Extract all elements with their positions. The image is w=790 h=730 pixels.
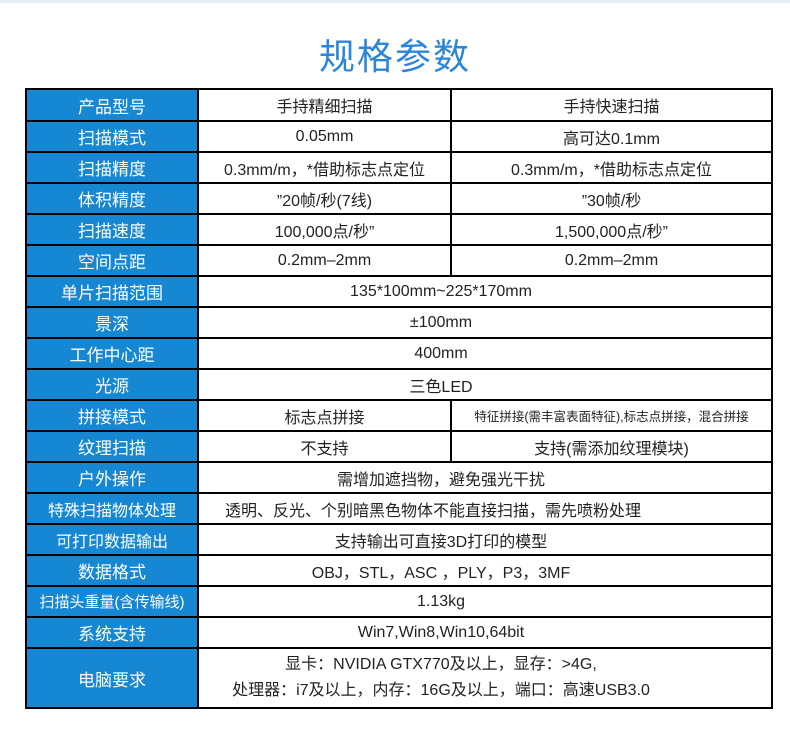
value-cell-span: OBJ，STL，ASC ，PLY，P3，3MF bbox=[311, 564, 571, 582]
table-row: 纹理扫描 不支持 支持(需添加纹理模块) bbox=[27, 432, 771, 463]
value-cell-fast-scan: 高可达0.1mm bbox=[563, 130, 660, 148]
table-row: 数据格式 OBJ，STL，ASC ，PLY，P3，3MF bbox=[27, 556, 771, 587]
value-cell-span: 支持输出可直接3D打印的模型 bbox=[334, 533, 548, 551]
row-label: 扫描模式 bbox=[27, 122, 199, 151]
row-label: 工作中心距 bbox=[27, 339, 199, 368]
row-label: 光源 bbox=[27, 370, 199, 399]
value-cell-fast-scan: 手持快速扫描 bbox=[563, 99, 660, 116]
value-cell-fast-scan: ”30帧/秒 bbox=[581, 192, 642, 210]
value-cell-span: 显卡：NVIDIA GTX770及以上，显存：>4G, 处理器：i7及以上，内存：… bbox=[199, 649, 771, 707]
table-row: 电脑要求 显卡：NVIDIA GTX770及以上，显存：>4G, 处理器：i7及以上… bbox=[27, 649, 771, 709]
row-label: 体积精度 bbox=[27, 184, 199, 213]
row-label: 扫描头重量(含传输线) bbox=[27, 587, 199, 616]
row-label: 拼接模式 bbox=[27, 401, 199, 430]
value-cell-fast-scan: 0.2mm–2mm bbox=[564, 251, 659, 269]
table-row: 体积精度 ”20帧/秒(7线) ”30帧/秒 bbox=[27, 184, 771, 215]
table-row: 单片扫描范围 135*100mm~225*170mm bbox=[27, 277, 771, 308]
value-cell-fast-scan: 0.3mm/m，*借助标志点定位 bbox=[511, 161, 712, 179]
table-row: 拼接模式 标志点拼接 特征拼接(需丰富表面特征),标志点拼接，混合拼接 bbox=[27, 401, 771, 432]
row-label: 户外操作 bbox=[27, 463, 199, 492]
row-label: 可打印数据输出 bbox=[27, 525, 199, 554]
row-label: 系统支持 bbox=[27, 618, 199, 647]
value-cell-fine-scan: 0.05mm bbox=[199, 122, 452, 151]
value-cell-fast-scan: 1,500,000点/秒” bbox=[555, 223, 668, 241]
row-label: 扫描速度 bbox=[27, 215, 199, 244]
spec-table: 产品型号 手持精细扫描 手持快速扫描 扫描模式 0.05mm 高可达0.1mm 扫描精度 0.… bbox=[25, 88, 773, 709]
row-label: 单片扫描范围 bbox=[27, 277, 199, 306]
table-row: 景深 ±100mm bbox=[27, 308, 771, 339]
table-row: 工作中心距 400mm bbox=[27, 339, 771, 370]
value-cell-span: 三色LED bbox=[409, 378, 473, 396]
row-label: 特殊扫描物体处理 bbox=[27, 494, 199, 523]
table-row: 可打印数据输出 支持输出可直接3D打印的模型 bbox=[27, 525, 771, 556]
row-label: 数据格式 bbox=[27, 556, 199, 585]
table-row: 扫描模式 0.05mm 高可达0.1mm bbox=[27, 122, 771, 153]
value-cell-span: 135*100mm~225*170mm bbox=[350, 282, 532, 300]
table-row: 产品型号 手持精细扫描 手持快速扫描 bbox=[27, 90, 771, 122]
table-row: 扫描精度 0.3mm/m，*借助标志点定位 0.3mm/m，*借助标志点定位 bbox=[27, 153, 771, 184]
page-title: 规格参数 bbox=[318, 36, 471, 77]
value-cell-fast-scan: 特征拼接(需丰富表面特征),标志点拼接，混合拼接 bbox=[474, 410, 749, 424]
table-row: 户外操作 需增加遮挡物，避免强光干扰 bbox=[27, 463, 771, 494]
value-cell-fast-scan: 支持(需添加纹理模块) bbox=[534, 440, 689, 458]
value-line: 处理器：i7及以上，内存：16G及以上，端口：高速USB3.0 bbox=[232, 682, 650, 699]
value-cell-span: 需增加遮挡物，避免强光干扰 bbox=[336, 471, 545, 489]
row-label: 扫描精度 bbox=[27, 153, 199, 182]
value-cell-fine-scan: 0.2mm–2mm bbox=[199, 246, 452, 275]
table-row: 扫描速度 100,000点/秒” 1,500,000点/秒” bbox=[27, 215, 771, 246]
value-cell-span: 透明、反光、个别暗黑色物体不能直接扫描，需先喷粉处理 bbox=[225, 502, 642, 520]
value-cell-fine-scan: ”20帧/秒(7线) bbox=[199, 184, 452, 213]
value-cell-span: Win7,Win8,Win10,64bit bbox=[357, 623, 525, 641]
row-label: 产品型号 bbox=[27, 90, 199, 120]
row-label: 纹理扫描 bbox=[27, 432, 199, 461]
row-label: 景深 bbox=[27, 308, 199, 337]
table-row: 特殊扫描物体处理 透明、反光、个别暗黑色物体不能直接扫描，需先喷粉处理 bbox=[27, 494, 771, 525]
table-row: 扫描头重量(含传输线) 1.13kg bbox=[27, 587, 771, 618]
value-cell-fine-scan: 0.3mm/m，*借助标志点定位 bbox=[199, 153, 452, 182]
value-cell-fine-scan: 手持精细扫描 bbox=[199, 90, 452, 120]
value-cell-span: 400mm bbox=[414, 344, 468, 362]
table-row: 系统支持 Win7,Win8,Win10,64bit bbox=[27, 618, 771, 649]
row-label: 电脑要求 bbox=[27, 649, 199, 707]
top-divider bbox=[0, 0, 790, 3]
value-cell-span: ±100mm bbox=[409, 313, 473, 331]
value-cell-fine-scan: 100,000点/秒” bbox=[199, 215, 452, 244]
table-row: 光源 三色LED bbox=[27, 370, 771, 401]
value-cell-fine-scan: 不支持 bbox=[199, 432, 452, 461]
table-row: 空间点距 0.2mm–2mm 0.2mm–2mm bbox=[27, 246, 771, 277]
value-cell-fine-scan: 标志点拼接 bbox=[199, 401, 452, 430]
row-label: 空间点距 bbox=[27, 246, 199, 275]
value-line: 显卡：NVIDIA GTX770及以上，显存：>4G, bbox=[285, 656, 597, 673]
value-cell-span: 1.13kg bbox=[416, 592, 466, 610]
